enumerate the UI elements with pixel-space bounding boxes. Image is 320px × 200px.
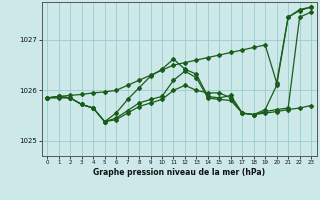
X-axis label: Graphe pression niveau de la mer (hPa): Graphe pression niveau de la mer (hPa) xyxy=(93,168,265,177)
